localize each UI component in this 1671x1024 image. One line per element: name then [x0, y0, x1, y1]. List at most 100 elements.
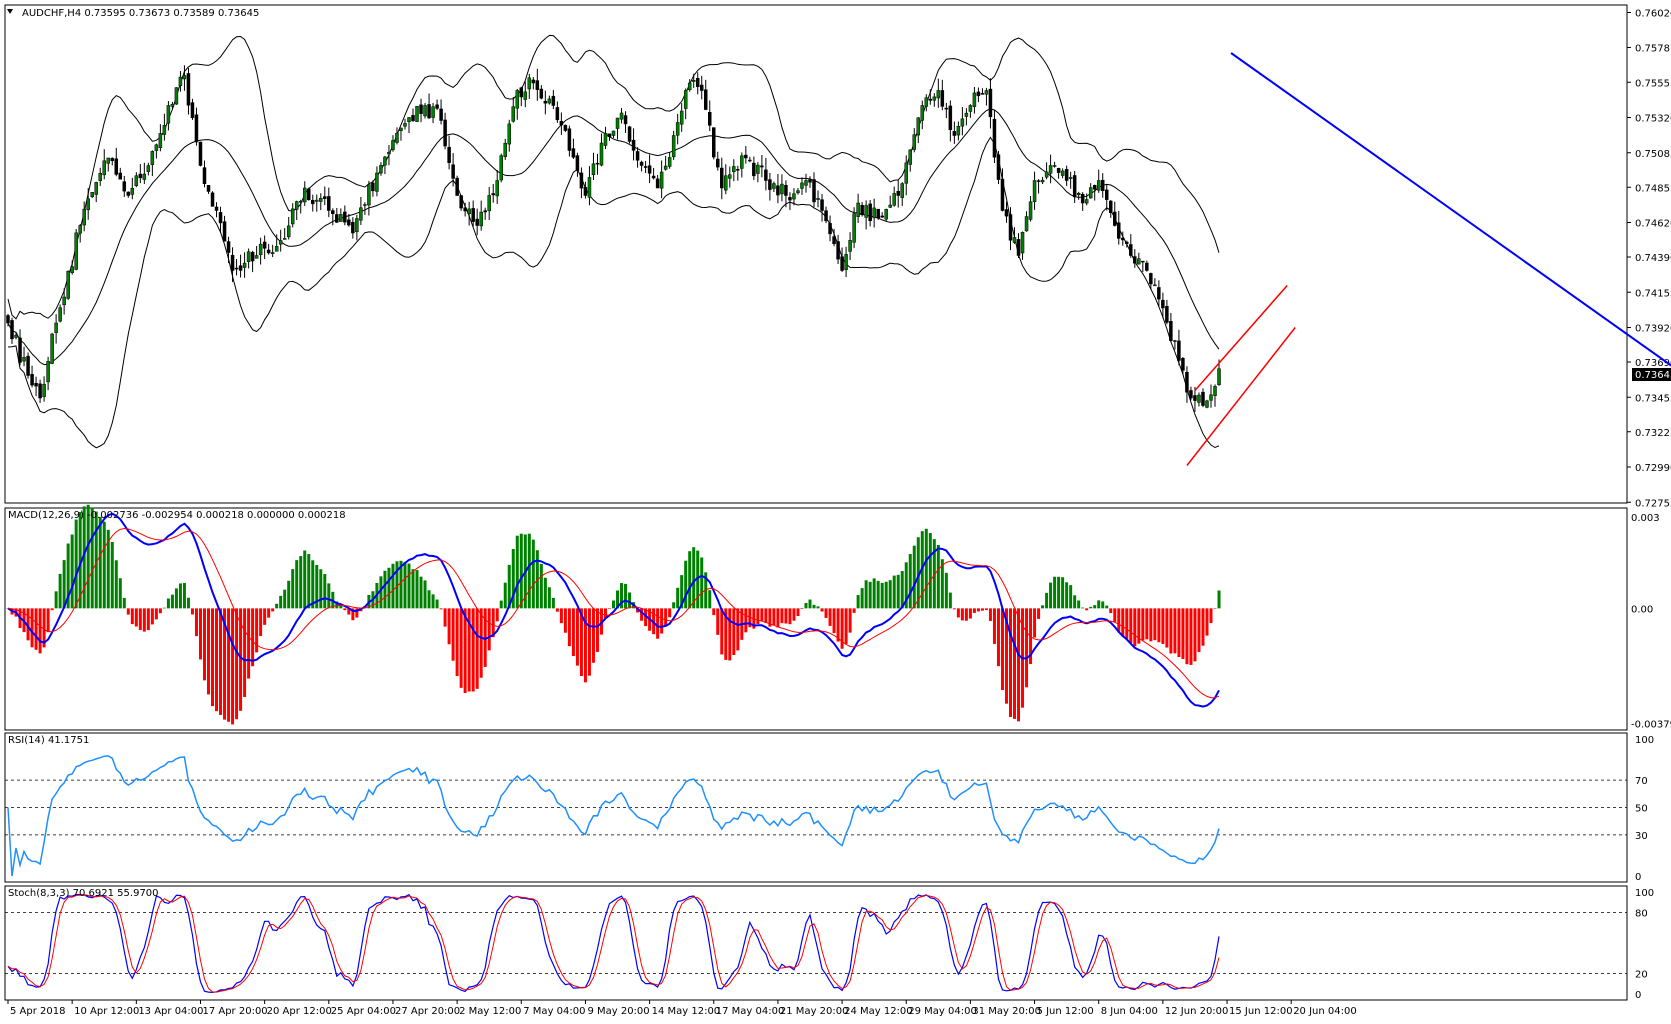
macd-hist-bar: [937, 545, 940, 608]
macd-hist-bar: [251, 608, 254, 666]
candle: [1210, 385, 1213, 408]
candle: [311, 195, 314, 212]
candle: [1089, 183, 1092, 199]
candle: [119, 168, 122, 179]
time-tick-label: 21 May 20:00: [780, 1006, 849, 1017]
current-price-value: 0.73645: [1635, 370, 1671, 381]
macd-hist-bar: [307, 554, 310, 608]
candle: [199, 142, 202, 167]
macd-hist-bar: [31, 608, 34, 647]
candle: [1137, 253, 1140, 265]
candle: [552, 90, 555, 109]
stoch-label: Stoch(8,3,3) 70.6921 55.9700: [8, 888, 159, 899]
candle: [91, 192, 94, 198]
macd-hist-bar: [55, 591, 58, 608]
macd-hist-bar: [857, 595, 860, 608]
macd-hist-bar: [59, 574, 62, 608]
macd-hist-bar: [175, 588, 178, 608]
macd-hist-bar: [1125, 608, 1128, 639]
candle: [628, 126, 631, 144]
candle: [768, 173, 771, 201]
candle: [804, 174, 807, 193]
stoch-tick-label: 80: [1635, 908, 1648, 919]
candle: [195, 108, 198, 146]
macd-hist-bar: [1129, 608, 1132, 643]
channel-upper: [1195, 286, 1287, 391]
candle: [387, 145, 390, 165]
candle: [283, 228, 286, 240]
macd-hist-bar: [416, 570, 419, 608]
macd-hist-bar: [191, 608, 194, 614]
candle: [444, 113, 447, 150]
candle: [327, 188, 330, 217]
macd-hist-bar: [800, 608, 803, 609]
macd-hist-bar: [997, 608, 1000, 666]
candle: [997, 151, 1000, 184]
macd-hist-bar: [1077, 600, 1080, 608]
candle: [829, 215, 832, 241]
macd-hist-bar: [319, 569, 322, 608]
rsi-tick-label: 30: [1635, 831, 1648, 842]
candle: [885, 209, 888, 222]
macd-hist-bar: [560, 608, 563, 623]
candle: [724, 164, 727, 194]
candle: [520, 87, 523, 106]
candle: [267, 244, 270, 255]
macd-hist-bar: [664, 608, 667, 626]
candle: [1077, 192, 1080, 200]
macd-hist-bar: [119, 578, 122, 608]
macd-hist-bar: [1001, 608, 1004, 690]
macd-hist-bar: [957, 608, 960, 617]
macd-hist-bar: [1061, 577, 1064, 608]
macd-hist-bar: [183, 583, 186, 608]
macd-hist-bar: [199, 608, 202, 659]
macd-hist-bar: [1037, 608, 1040, 619]
macd-hist-bar: [881, 583, 884, 608]
candle: [780, 174, 783, 201]
price-tick-label: 0.73225: [1635, 428, 1671, 439]
candle: [35, 377, 38, 396]
dropdown-triangle-icon[interactable]: [7, 9, 13, 14]
candle: [516, 89, 519, 120]
current-price-tag: 0.73645: [1632, 368, 1671, 381]
candle: [548, 96, 551, 105]
macd-hist-bar: [203, 608, 206, 680]
macd-hist-bar: [387, 568, 390, 609]
candle: [853, 207, 856, 248]
macd-hist-bar: [71, 535, 74, 609]
macd-hist-bar: [135, 608, 138, 626]
candle: [367, 181, 370, 216]
stoch-tick-label: 20: [1635, 970, 1648, 981]
candle: [668, 153, 671, 169]
candle: [175, 87, 178, 105]
candle: [271, 245, 274, 257]
candle: [428, 93, 431, 119]
candle: [1073, 171, 1076, 203]
candle: [1065, 166, 1068, 186]
candle: [1141, 261, 1144, 272]
macd-hist-bar: [412, 569, 415, 608]
macd-hist-bar: [323, 574, 326, 608]
candle: [1053, 162, 1056, 168]
candle: [524, 81, 527, 107]
macd-hist-bar: [1081, 608, 1084, 609]
candle: [1205, 400, 1208, 408]
candle: [408, 117, 411, 133]
candle: [640, 161, 643, 172]
macd-hist-bar: [1065, 582, 1068, 608]
candle: [59, 304, 62, 322]
time-tick-label: 25 Apr 04:00: [331, 1006, 396, 1017]
macd-hist-bar: [764, 608, 767, 623]
candle: [1109, 200, 1112, 218]
candle: [424, 103, 427, 118]
macd-hist-bar: [588, 608, 591, 675]
macd-hist-bar: [259, 608, 262, 636]
candle: [99, 168, 102, 186]
macd-hist-bar: [540, 564, 543, 608]
candle: [303, 181, 306, 206]
macd-hist-bar: [1153, 608, 1156, 640]
macd-hist-bar: [227, 608, 230, 721]
macd-hist-bar: [825, 608, 828, 618]
macd-hist-bar: [159, 608, 162, 613]
